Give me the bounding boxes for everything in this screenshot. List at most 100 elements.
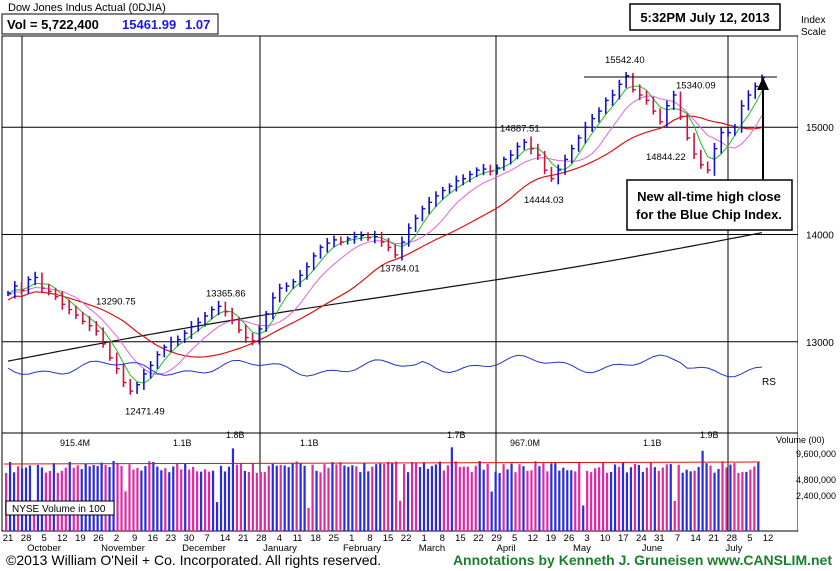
price-bar <box>638 84 643 101</box>
price-bar <box>679 91 684 120</box>
volume-bar <box>72 467 75 531</box>
volume-bar <box>733 463 736 531</box>
volume-annotation: 967.0M <box>510 438 540 448</box>
month-label: February <box>343 543 381 554</box>
price-bar <box>353 231 358 244</box>
price-bars <box>7 72 765 395</box>
price-bar <box>496 164 501 175</box>
volume-bar <box>84 463 87 531</box>
volume-bar <box>120 466 123 531</box>
annotation-box <box>626 179 793 231</box>
price-bar <box>47 284 52 296</box>
volume-bar <box>502 464 505 531</box>
volume-bar <box>116 462 119 531</box>
volume-bar <box>383 463 386 531</box>
ma-200-line <box>7 232 763 362</box>
volume-bar <box>168 472 171 531</box>
month-label: June <box>642 543 663 554</box>
volume-bar <box>426 468 430 531</box>
volume-bar <box>227 466 231 531</box>
price-bar <box>210 306 215 320</box>
volume-bar <box>235 464 239 531</box>
x-tick-label: 28 <box>21 533 32 544</box>
volume-bar <box>621 462 625 531</box>
volume-bar <box>299 463 302 531</box>
volume-bar <box>347 466 350 531</box>
volume-bar <box>52 463 55 531</box>
x-tick-label: 1 <box>349 533 354 544</box>
volume-bar <box>594 468 597 531</box>
volume-bar <box>108 466 111 531</box>
timestamp-box <box>629 3 781 31</box>
volume-bar <box>637 464 641 531</box>
month-label: March <box>419 543 445 554</box>
volume-bar <box>200 471 203 531</box>
volume-bar <box>649 461 652 531</box>
price-bar <box>170 336 175 353</box>
volume-panel-label: Volume (00) <box>776 435 825 445</box>
volume-bar <box>737 472 740 531</box>
volume-bar <box>562 467 565 531</box>
x-tick-label: 21 <box>238 533 249 544</box>
price-bar <box>469 170 473 183</box>
price-bar <box>571 144 575 164</box>
price-bar <box>550 166 555 182</box>
volume-bar <box>303 465 306 531</box>
price-bar <box>672 90 677 110</box>
x-axis-ticks: 21 28 5 12 19 26 2 9 16 23 30 7 14 21 28 4 11 18 25 1 8 15 22 1… <box>3 533 774 544</box>
volume-bar <box>204 469 207 531</box>
volume-bar <box>693 470 696 531</box>
volume-bar <box>546 471 549 531</box>
price-bar <box>645 90 650 105</box>
price-bar <box>584 121 589 144</box>
timestamp: 5:32PM July 12, 2013 <box>640 10 769 25</box>
price-bar <box>224 301 229 317</box>
x-tick-label: 29 <box>491 533 502 544</box>
volume-bar <box>140 470 143 531</box>
month-label: November <box>101 543 145 554</box>
price-bar <box>374 230 378 244</box>
volume-bar <box>180 469 183 531</box>
price-bar <box>177 335 181 346</box>
volume-bar <box>263 472 266 531</box>
price-bar <box>720 127 725 154</box>
volume-bar <box>414 462 418 531</box>
volume-bar <box>188 469 191 531</box>
volume-bar <box>124 491 127 531</box>
volume-bar <box>725 467 728 531</box>
volume-bar <box>267 465 270 531</box>
volume-bar <box>753 466 756 531</box>
volume-bar <box>542 463 545 531</box>
price-bar <box>183 329 188 343</box>
x-tick-label: 28 <box>727 533 738 544</box>
x-tick-label: 4 <box>277 533 282 544</box>
volume-bar <box>442 470 445 531</box>
price-bar <box>543 151 548 175</box>
y-axis-ticks: 13000 14000 15000 <box>806 123 834 349</box>
volume-bar <box>470 471 473 531</box>
price-bar <box>340 236 344 246</box>
vol-label: Vol = 5,722,400 <box>7 17 99 32</box>
volume-annotation: 1.1B <box>173 438 192 448</box>
price-bar <box>523 138 528 150</box>
volume-bar <box>363 463 366 531</box>
price-bar <box>299 270 304 287</box>
volume-bar <box>279 464 282 531</box>
price-bar <box>306 262 310 280</box>
volume-bar <box>745 471 748 531</box>
price-bar <box>163 344 168 358</box>
volume-annotation: 1.8B <box>226 430 245 440</box>
price-bar <box>75 305 79 319</box>
price-annotation: 14844.22 <box>646 152 686 163</box>
volume-bar <box>458 466 461 531</box>
month-label: July <box>726 543 743 554</box>
volume-bar <box>598 467 601 531</box>
volume-bar <box>196 471 199 531</box>
copyright-text: ©2013 William O'Neil + Co. Incorporated.… <box>6 552 382 568</box>
volume-bar <box>100 462 103 531</box>
volume-bar <box>661 467 664 531</box>
change-value: 1.07 <box>185 17 210 32</box>
price-bar <box>380 231 385 247</box>
price-annotation: 14887.51 <box>500 123 540 134</box>
x-tick-label: 11 <box>293 533 303 544</box>
